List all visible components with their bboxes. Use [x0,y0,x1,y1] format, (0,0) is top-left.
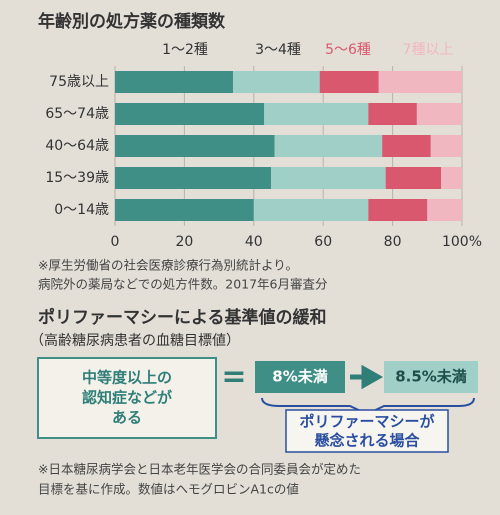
legend-label: 1〜2種 [162,42,208,58]
bar-segment [382,135,431,157]
x-tick-label: 40 [245,234,263,250]
diagram-title: ポリファーマシーによる基準値の緩和 [38,307,327,328]
bar-segment [115,103,265,125]
x-tick-label: 0 [111,234,120,250]
y-tick-label: 75歳以上 [49,74,109,90]
relaxed-box [384,361,478,393]
y-tick-label: 65〜74歳 [45,106,109,122]
relaxed-text: 8.5%未満 [395,368,467,386]
condition-text: 中等度以上の [82,369,172,387]
equals-sign: = [221,360,246,395]
diagram-note: 目標を基に作成。数値はヘモグロビンA1cの値 [38,482,299,497]
bar-segment [385,167,442,189]
x-tick-label: 80 [384,234,402,250]
bar-segment [115,135,275,157]
bar-segment [416,103,462,125]
bar-segment [319,71,379,93]
y-tick-label: 15〜39歳 [45,170,109,186]
bar-segment [427,199,462,221]
bar-segment [368,103,417,125]
callout-text: ポリファーマシーが [299,413,435,431]
condition-box [37,357,217,439]
chart-title: 年齢別の処方薬の種類数 [38,11,226,32]
bar-segment [115,71,233,93]
bar-segment [232,71,320,93]
diagram-note: ※日本糖尿病学会と日本老年医学会の合同委員会が定めた [38,462,361,477]
y-tick-label: 0〜14歳 [54,202,109,218]
x-tick-label: 100% [442,234,482,250]
bar-segment [264,103,369,125]
legend-label: 5〜6種 [325,42,371,58]
legend-label: 7種以上 [403,42,454,58]
bar-segment [430,135,462,157]
x-tick-label: 60 [314,234,332,250]
x-tick-label: 20 [175,234,193,250]
legend-label: 3〜4種 [255,42,301,58]
bar-segment [274,135,383,157]
y-tick-label: 40〜64歳 [45,138,109,154]
bar-segment [115,167,272,189]
standard-box [255,361,345,393]
bar-segment [441,167,462,189]
diagram-subtitle: （高齢糖尿病患者の血糖目標値） [30,332,240,349]
condition-text: 認知症などが [82,389,173,407]
chart-note: ※厚生労働省の社会医療診療行為別統計より。 [38,258,298,273]
bar-segment [368,199,428,221]
arrow [350,364,384,390]
condition-text: ある [112,409,142,427]
chart-note: 病院外の薬局などでの処方件数。2017年6月審査分 [38,277,328,292]
bar-segment [115,199,254,221]
standard-text: 8%未満 [272,368,327,386]
chart: 0 20 40 60 80 100% 75歳以上 65〜74歳 40〜64歳 15〜39歳 0〜14… [45,42,482,250]
bar-segment [378,71,462,93]
bar-segment [271,167,386,189]
callout-box [285,409,449,453]
bar-segment [253,199,369,221]
callout-text: 懸念される場合 [314,432,420,450]
